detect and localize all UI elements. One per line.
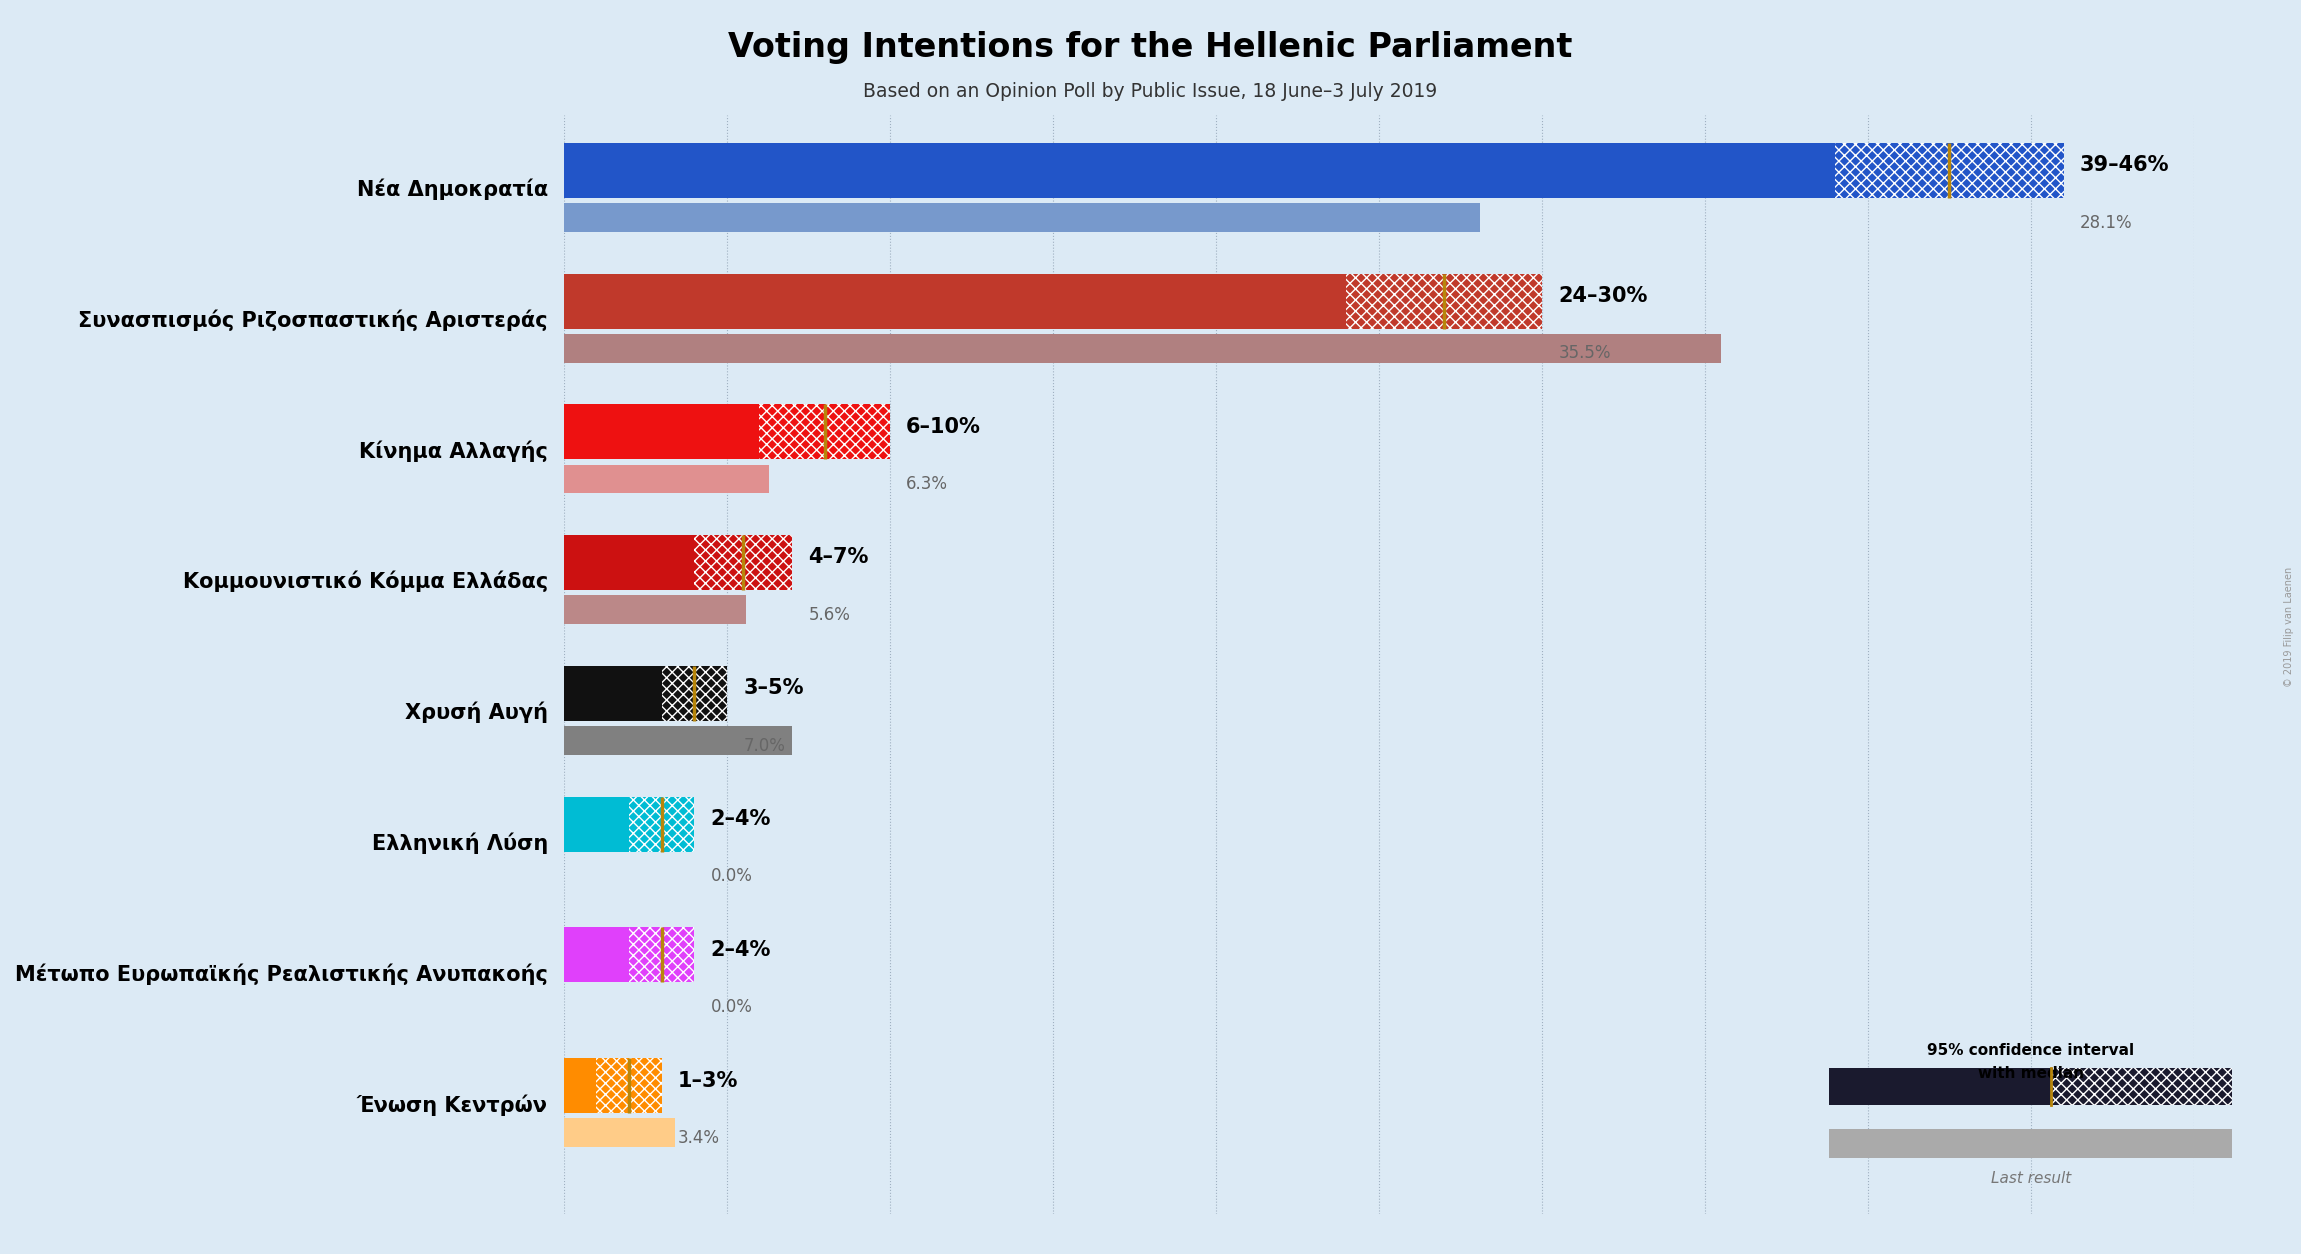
Bar [564,928,628,982]
Bar [1836,143,2064,198]
Bar [1346,273,1542,329]
Bar [564,404,759,459]
Text: with median: with median [1977,1066,2085,1081]
Text: 39–46%: 39–46% [2080,155,2170,176]
Text: 35.5%: 35.5% [1558,345,1611,362]
Bar [564,464,769,493]
Bar [759,404,890,459]
Bar [564,143,1836,198]
Bar [564,273,1346,329]
Text: 3–5%: 3–5% [743,678,803,698]
Text: 6.3%: 6.3% [907,475,948,493]
Text: Last result: Last result [1990,1171,2071,1185]
Bar [564,666,663,721]
Text: 4–7%: 4–7% [808,548,870,567]
Bar [564,1119,674,1147]
Text: 2–4%: 2–4% [711,939,771,959]
Bar [1829,1130,2232,1159]
Bar [2050,1067,2232,1105]
Bar [564,334,1721,362]
Text: 7.0%: 7.0% [743,736,785,755]
Text: 28.1%: 28.1% [2080,213,2133,232]
Bar [628,928,695,982]
Text: 6–10%: 6–10% [907,416,980,436]
Text: 3.4%: 3.4% [679,1129,720,1147]
Bar [564,596,746,624]
Text: 1–3%: 1–3% [679,1071,739,1091]
Bar [596,1058,663,1114]
Bar [628,796,695,851]
Text: 95% confidence interval: 95% confidence interval [1926,1043,2135,1058]
Text: 0.0%: 0.0% [711,868,752,885]
Text: Based on an Opinion Poll by Public Issue, 18 June–3 July 2019: Based on an Opinion Poll by Public Issue… [863,82,1438,100]
Text: Voting Intentions for the Hellenic Parliament: Voting Intentions for the Hellenic Parli… [729,31,1572,64]
Bar [1829,1067,2050,1105]
Text: 24–30%: 24–30% [1558,286,1648,306]
Text: © 2019 Filip van Laenen: © 2019 Filip van Laenen [2285,567,2294,687]
Bar [564,535,695,591]
Bar [663,666,727,721]
Bar [564,726,792,755]
Text: 2–4%: 2–4% [711,809,771,829]
Bar [695,535,792,591]
Text: 0.0%: 0.0% [711,998,752,1016]
Text: 5.6%: 5.6% [808,606,851,624]
Bar [564,796,628,851]
Bar [564,203,1480,232]
Bar [564,1058,596,1114]
